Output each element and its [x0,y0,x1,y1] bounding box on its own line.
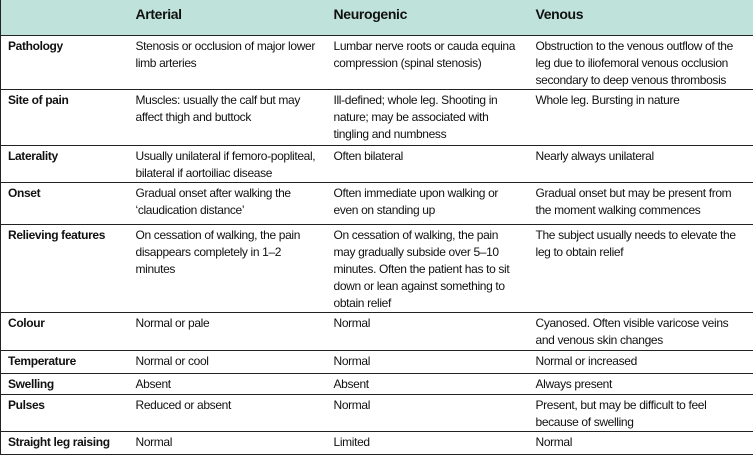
header-arterial: Arterial [129,0,327,36]
neurogenic-cell: On cessation of walking, the pain may gr… [327,225,529,313]
arterial-cell: Usually unilateral if femoro-popliteal, … [129,146,327,183]
venous-cell: Whole leg. Bursting in nature [529,90,753,146]
venous-cell: Normal or increased [529,351,753,374]
header-venous: Venous [529,0,753,36]
row-label: Pathology [1,36,129,90]
neurogenic-cell: Often immediate upon walking or even on … [327,183,529,225]
row-label: Laterality [1,146,129,183]
venous-cell: Nearly always unilateral [529,146,753,183]
neurogenic-cell: Often bilateral [327,146,529,183]
neurogenic-cell: Limited [327,432,529,455]
venous-cell: Normal [529,432,753,455]
venous-cell: Always present [529,374,753,395]
venous-cell: Gradual onset but may be present from th… [529,183,753,225]
venous-cell: Cyanosed. Often visible varicose veins a… [529,313,753,351]
row-label: Straight leg raising [1,432,129,455]
header-row: Arterial Neurogenic Venous [1,0,753,36]
neurogenic-cell: Lumbar nerve roots or cauda equina compr… [327,36,529,90]
row-label: Relieving features [1,225,129,313]
header-empty [1,0,129,36]
arterial-cell: On cessation of walking, the pain disapp… [129,225,327,313]
row-label: Site of pain [1,90,129,146]
arterial-cell: Absent [129,374,327,395]
neurogenic-cell: Normal [327,313,529,351]
venous-cell: Obstruction to the venous outflow of the… [529,36,753,90]
neurogenic-cell: Absent [327,374,529,395]
arterial-cell: Muscles: usually the calf but may affect… [129,90,327,146]
venous-cell: The subject usually needs to elevate the… [529,225,753,313]
arterial-cell: Normal [129,432,327,455]
arterial-cell: Normal or pale [129,313,327,351]
neurogenic-cell: Ill-defined; whole leg. Shooting in natu… [327,90,529,146]
row-label: Temperature [1,351,129,374]
row-label: Onset [1,183,129,225]
row-label: Colour [1,313,129,351]
header-neurogenic: Neurogenic [327,0,529,36]
neurogenic-cell: Normal [327,351,529,374]
arterial-cell: Stenosis or occlusion of major lower lim… [129,36,327,90]
row-label: Swelling [1,374,129,395]
arterial-cell: Gradual onset after walking the ‘claudic… [129,183,327,225]
arterial-cell: Normal or cool [129,351,327,374]
